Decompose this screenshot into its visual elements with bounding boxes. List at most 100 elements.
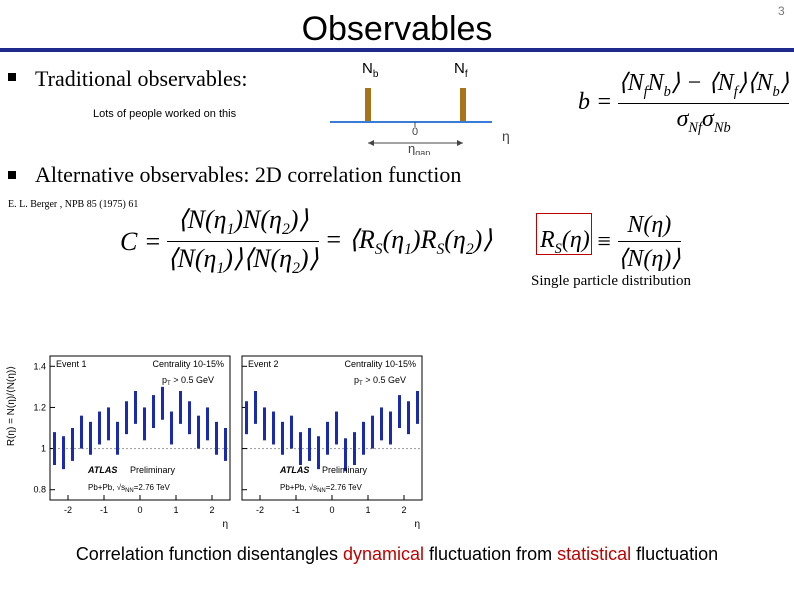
bullet-marker [8, 171, 16, 179]
system-text: Pb+Pb, √s [280, 483, 317, 492]
math-text: )⟩ [473, 224, 493, 254]
fraction: ⟨NfNb⟩ − ⟨Nf⟩⟨Nb⟩ σNfσNb [618, 68, 790, 137]
caption-segment: Correlation function disentangles [75, 544, 343, 564]
x-axis-label: η [414, 519, 420, 530]
event-label: Event 1 [56, 359, 87, 369]
atlas-plot: R(η) = N(η)/⟨N(η)⟩ -2 -1 0 1 2 0.8 1 1.2 1.4 η Even… [6, 355, 423, 530]
centrality-label: Centrality 10-15% [152, 359, 224, 369]
bullet-text: Alternative observables: 2D correlation … [35, 162, 462, 187]
math-text: ⟩ − ⟨N [670, 70, 734, 96]
system-sub: NN [317, 488, 326, 494]
denominator: σNfσNb [677, 106, 731, 137]
x-tick-label: 0 [137, 505, 142, 515]
math-text: )N(η [234, 205, 282, 234]
x-tick-label: -1 [292, 505, 300, 515]
caption-segment: fluctuation from [424, 544, 558, 564]
system-label: Pb+Pb, √sNN=2.76 TeV [88, 483, 171, 494]
gap-diagram: Nb Nf 0 ηgap η [330, 60, 510, 155]
highlight-box [536, 213, 592, 255]
expression: RS(η) [540, 227, 590, 258]
math-sub: Nb [713, 119, 731, 136]
numerator: ⟨NfNb⟩ − ⟨Nf⟩⟨Nb⟩ [618, 68, 789, 101]
x-axis-label: η [222, 519, 228, 530]
numerator: ⟨N(η1)N(η2)⟩ [178, 205, 309, 239]
title-rule [0, 48, 794, 52]
system-energy: =2.76 TeV [134, 483, 171, 492]
denominator: ⟨N(η1)⟩⟨N(η2)⟩ [167, 244, 318, 278]
expression: ⟨N(η1)⟩⟨N(η2)⟩ [167, 244, 319, 277]
backward-label: Nb [362, 60, 379, 80]
rs-formula: RS(η) ≡ N(η) ⟨N(η)⟩ [540, 212, 681, 273]
caption-segment: statistical [557, 544, 632, 564]
fraction-bar [167, 241, 319, 243]
caption-segment: fluctuation [631, 544, 719, 564]
numerator: N(η) [627, 212, 671, 239]
cut-label: pT > 0.5 GeV [162, 375, 214, 387]
c-formula: C = ⟨N(η1)N(η2)⟩ ⟨N(η1)⟩⟨N(η2)⟩ = ⟨RS(η1)RS… [120, 205, 492, 278]
x-tick-label: 0 [329, 505, 334, 515]
fraction: ⟨N(η1)N(η2)⟩ ⟨N(η1)⟩⟨N(η2)⟩ [167, 205, 319, 278]
cut-sub: T [359, 381, 363, 387]
math-text: (η [444, 224, 466, 254]
math-text: σ [702, 105, 714, 132]
status-label: Preliminary [322, 465, 368, 475]
math-text: ⟨N(η)⟩ [617, 246, 681, 272]
page-number: 3 [778, 4, 785, 18]
math-sub: 1 [216, 260, 225, 278]
x-tick-label: -2 [256, 505, 264, 515]
y-tick-label: 0.8 [33, 485, 46, 495]
bullet-marker [8, 73, 16, 81]
x-tick-label: -1 [100, 505, 108, 515]
y-tick-label: 1 [41, 444, 46, 454]
event-label: Event 2 [248, 359, 279, 369]
x-tick-label: 1 [173, 505, 178, 515]
math-text: )⟩ [289, 205, 309, 234]
x-tick-label: 2 [209, 505, 214, 515]
slide-title: Observables [301, 10, 493, 48]
caption-segment: dynamical [342, 544, 425, 564]
math-text: (η) [561, 227, 590, 254]
math-text: ⟨N(η [167, 244, 217, 274]
cut-label: pT > 0.5 GeV [354, 375, 406, 387]
math-sub: 1 [226, 221, 235, 239]
fraction-bar [618, 102, 790, 104]
expression: ⟨NfNb⟩ − ⟨Nf⟩⟨Nb⟩ [618, 70, 790, 100]
math-text: )R [411, 224, 437, 254]
origin-label: 0 [412, 126, 418, 138]
math-sub: f [733, 83, 738, 100]
system-label: Pb+Pb, √sNN=2.76 TeV [280, 483, 363, 494]
x-tick-label: 2 [401, 505, 406, 515]
x-tick-label: -2 [64, 505, 72, 515]
math-sub: f [643, 83, 648, 100]
expression: σNfσNb [677, 105, 731, 136]
bottom-caption: Correlation function disentangles dynami… [0, 544, 794, 565]
math-text: R [540, 227, 555, 254]
expression: ⟨N(η1)N(η2)⟩ [177, 205, 309, 238]
y-axis-label: R(η) = N(η)/⟨N(η)⟩ [6, 366, 17, 446]
status-label: Preliminary [130, 465, 176, 475]
system-sub: NN [125, 488, 134, 494]
math-text: ⟨N(η [177, 205, 227, 234]
experiment-label: ATLAS [279, 465, 309, 475]
expression: N(η) [627, 212, 671, 238]
math-text: N(η) [627, 212, 672, 238]
math-sub: 2 [465, 240, 474, 258]
formula-caption: Single particle distribution [531, 273, 691, 289]
math-text: )⟩ [299, 244, 319, 274]
cut-rest: > 0.5 GeV [363, 375, 406, 385]
math-text: N [647, 70, 664, 96]
math-text: = ⟨R [324, 224, 375, 254]
experiment-label: ATLAS [87, 465, 117, 475]
math-text: ⟨N [618, 70, 644, 96]
denominator: ⟨N(η)⟩ [618, 244, 681, 273]
math-text: ⟩ [779, 70, 790, 96]
math-sub: b [772, 83, 780, 100]
expression: ⟨N(η)⟩ [618, 246, 681, 272]
formula-lhs: C = [120, 226, 162, 256]
b-formula: b = ⟨NfNb⟩ − ⟨Nf⟩⟨Nb⟩ σNfσNb [578, 68, 790, 137]
note: Lots of people worked on this [93, 108, 237, 120]
system-energy: =2.76 TeV [326, 483, 363, 492]
centrality-label: Centrality 10-15% [344, 359, 416, 369]
expression: = ⟨RS(η1)RS(η2)⟩ [325, 225, 493, 259]
